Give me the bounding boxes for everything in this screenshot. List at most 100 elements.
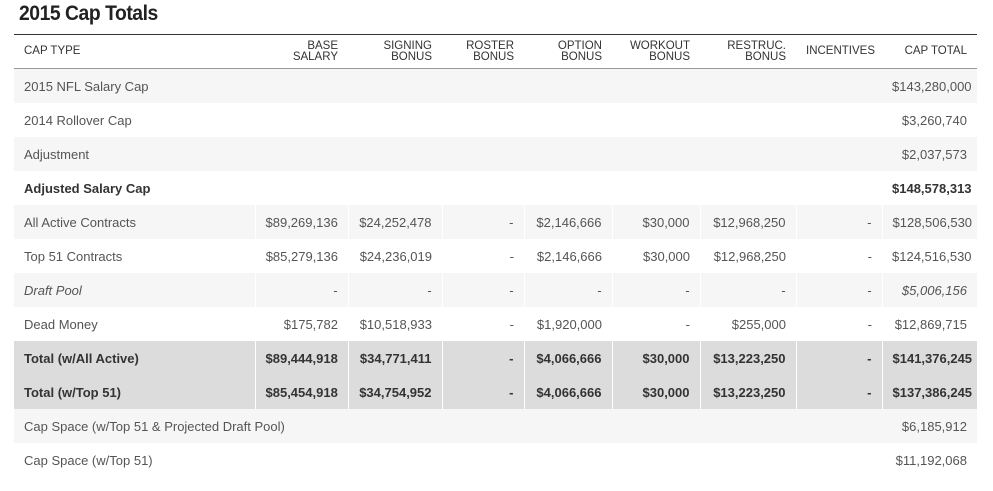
workout-bonus-cell: - <box>685 316 690 332</box>
page-title: 2015 Cap Totals <box>19 2 158 25</box>
option-bonus-cell: $2,146,666 <box>536 248 602 264</box>
header-option-bonus[interactable]: OPTION BONUS <box>524 35 612 69</box>
table-row: Draft Pool - - - - - - - $5,006,156 <box>14 273 977 307</box>
cap-total-cell: $148,578,313 <box>892 180 972 196</box>
incentives-cell: - <box>795 205 882 239</box>
cap-type-cell: Total (w/All Active) <box>14 341 255 375</box>
cap-type-cell: Dead Money <box>24 316 98 332</box>
restruc-bonus-cell: $12,968,250 <box>713 248 786 264</box>
option-bonus-cell: $2,146,666 <box>523 205 612 239</box>
table-row: Top 51 Contracts $85,279,136 $24,236,019… <box>14 239 977 273</box>
base-salary-cell: $89,444,918 <box>254 341 348 375</box>
roster-bonus-cell: - <box>441 273 524 307</box>
option-bonus-cell: $1,920,000 <box>536 316 602 332</box>
cap-total-cell: $141,376,245 <box>881 341 977 375</box>
header-line: CAP TOTAL <box>904 45 967 57</box>
cap-total-cell: $143,280,000 <box>882 68 977 103</box>
cap-type-cell: Adjusted Salary Cap <box>24 180 151 196</box>
header-incentives[interactable]: INCENTIVES <box>796 35 882 69</box>
incentives-cell: - <box>795 375 882 409</box>
workout-bonus-cell: $30,000 <box>611 375 700 409</box>
empty-cell <box>255 68 882 103</box>
base-salary-cell: $85,454,918 <box>254 375 348 409</box>
header-line: ROSTER <box>466 39 514 52</box>
empty-cell <box>255 137 882 171</box>
empty-cell <box>255 103 882 137</box>
empty-cell <box>255 171 882 205</box>
restruc-bonus-cell: $12,968,250 <box>699 205 796 239</box>
cap-type-cell: Cap Space (w/Top 51) <box>24 452 153 468</box>
restruc-bonus-cell: $13,223,250 <box>699 341 796 375</box>
table-row: Total (w/All Active) $89,444,918 $34,771… <box>14 341 977 375</box>
cap-type-cell: All Active Contracts <box>14 205 255 239</box>
workout-bonus-cell: $30,000 <box>643 248 690 264</box>
table-row: All Active Contracts $89,269,136 $24,252… <box>14 205 977 239</box>
base-salary-cell: - <box>254 273 348 307</box>
header-line: BASE <box>307 39 338 52</box>
cap-type-cell: 2015 NFL Salary Cap <box>14 68 255 103</box>
cap-type-cell: Draft Pool <box>14 273 255 307</box>
signing-bonus-cell: $24,252,478 <box>347 205 442 239</box>
signing-bonus-cell: $10,518,933 <box>359 316 432 332</box>
roster-bonus-cell: - <box>441 375 524 409</box>
header-roster-bonus[interactable]: ROSTER BONUS <box>442 35 524 69</box>
header-line: WORKOUT <box>629 39 690 52</box>
base-salary-cell: $85,279,136 <box>265 248 338 264</box>
option-bonus-cell: - <box>523 273 612 307</box>
header-signing-bonus[interactable]: SIGNING BONUS <box>348 35 442 69</box>
header-cap-type[interactable]: CAP TYPE <box>14 35 255 69</box>
base-salary-cell: $89,269,136 <box>254 205 348 239</box>
option-bonus-cell: $4,066,666 <box>523 375 612 409</box>
header-line: BONUS <box>473 50 514 63</box>
header-base-salary[interactable]: BASE SALARY <box>255 35 348 69</box>
table-row: 2015 NFL Salary Cap $143,280,000 <box>14 68 977 103</box>
cap-total-cell: $11,192,068 <box>895 452 967 468</box>
signing-bonus-cell: $34,771,411 <box>347 341 442 375</box>
signing-bonus-cell: $34,754,952 <box>347 375 442 409</box>
header-line: RESTRUC. <box>727 39 786 52</box>
table-row: Cap Space (w/Top 51 & Projected Draft Po… <box>14 409 977 443</box>
workout-bonus-cell: $30,000 <box>611 341 700 375</box>
table-header-row: CAP TYPE BASE SALARY SIGNING BONUS ROSTER B… <box>14 35 977 69</box>
table-row: Cap Space (w/Top 51) $11,192,068 <box>14 443 977 477</box>
header-workout-bonus[interactable]: WORKOUT BONUS <box>612 35 700 69</box>
header-line: CAP TYPE <box>24 45 81 57</box>
header-line: SIGNING <box>383 39 432 52</box>
header-line: SALARY <box>292 50 338 63</box>
roster-bonus-cell: - <box>509 316 514 332</box>
table-row: Dead Money $175,782 $10,518,933 - $1,920… <box>14 307 977 341</box>
cap-total-cell: $3,260,740 <box>901 112 967 128</box>
header-cap-total[interactable]: CAP TOTAL <box>882 35 977 69</box>
header-restruc-bonus[interactable]: RESTRUC. BONUS <box>700 35 796 69</box>
signing-bonus-cell: - <box>347 273 442 307</box>
incentives-cell: - <box>867 248 872 264</box>
cap-total-cell: $124,516,530 <box>892 248 972 264</box>
cap-total-cell: $5,006,156 <box>881 273 977 307</box>
cap-type-cell: 2014 Rollover Cap <box>24 112 132 128</box>
cap-type-cell: Top 51 Contracts <box>24 248 123 264</box>
cap-total-cell: $137,386,245 <box>881 375 977 409</box>
incentives-cell: - <box>867 316 872 332</box>
header-line: OPTION <box>557 39 602 52</box>
restruc-bonus-cell: $13,223,250 <box>699 375 796 409</box>
base-salary-cell: $175,782 <box>283 316 338 332</box>
incentives-cell: - <box>795 273 882 307</box>
restruc-bonus-cell: - <box>699 273 796 307</box>
cap-total-cell: $128,506,530 <box>881 205 977 239</box>
workout-bonus-cell: $30,000 <box>611 205 700 239</box>
signing-bonus-cell: $24,236,019 <box>359 248 432 264</box>
cap-type-cell: Adjustment <box>14 137 255 171</box>
cap-total-cell: $6,185,912 <box>882 409 977 443</box>
workout-bonus-cell: - <box>611 273 700 307</box>
roster-bonus-cell: - <box>441 205 524 239</box>
cap-total-cell: $2,037,573 <box>882 137 977 171</box>
roster-bonus-cell: - <box>509 248 514 264</box>
incentives-cell: - <box>795 341 882 375</box>
table-row: Total (w/Top 51) $85,454,918 $34,754,952… <box>14 375 977 409</box>
title-divider <box>14 34 977 35</box>
table-row: 2014 Rollover Cap $3,260,740 <box>14 103 977 137</box>
header-line: BONUS <box>391 50 432 63</box>
header-line: BONUS <box>561 50 602 63</box>
restruc-bonus-cell: $255,000 <box>731 316 786 332</box>
header-line: BONUS <box>745 50 786 63</box>
